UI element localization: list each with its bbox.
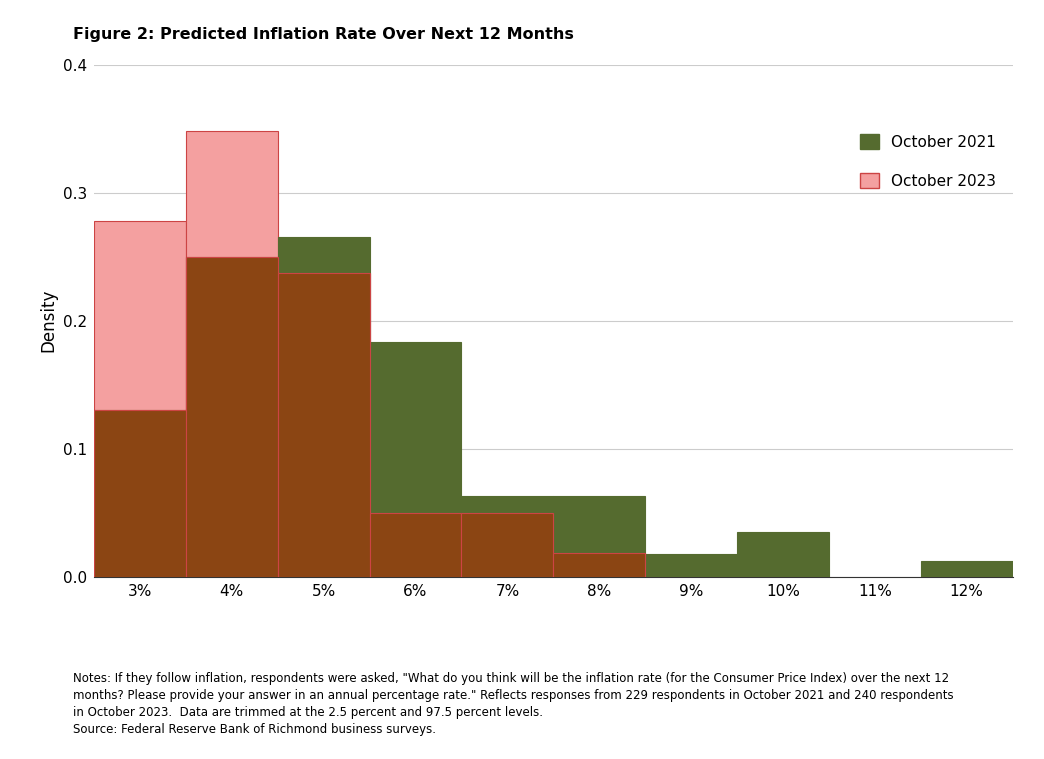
- Bar: [553, 553, 645, 577]
- Bar: [278, 273, 370, 577]
- Bar: [186, 131, 278, 577]
- Bar: [370, 513, 461, 577]
- Bar: [370, 513, 461, 577]
- Bar: [186, 257, 278, 577]
- Bar: [737, 532, 829, 577]
- Bar: [186, 257, 278, 577]
- Legend: October 2021, October 2023: October 2021, October 2023: [860, 134, 996, 188]
- Bar: [461, 513, 553, 577]
- Bar: [94, 411, 186, 577]
- Bar: [645, 554, 737, 577]
- Bar: [461, 513, 553, 577]
- Bar: [921, 562, 1013, 577]
- Bar: [370, 342, 461, 577]
- Bar: [94, 221, 186, 577]
- Y-axis label: Density: Density: [40, 289, 57, 352]
- Bar: [553, 496, 645, 577]
- Bar: [553, 553, 645, 577]
- Bar: [278, 273, 370, 577]
- Bar: [461, 496, 553, 577]
- Bar: [278, 238, 370, 577]
- Bar: [94, 411, 186, 577]
- Text: Figure 2: Predicted Inflation Rate Over Next 12 Months: Figure 2: Predicted Inflation Rate Over …: [73, 27, 574, 42]
- Text: Notes: If they follow inflation, respondents were asked, "What do you think will: Notes: If they follow inflation, respond…: [73, 672, 954, 735]
